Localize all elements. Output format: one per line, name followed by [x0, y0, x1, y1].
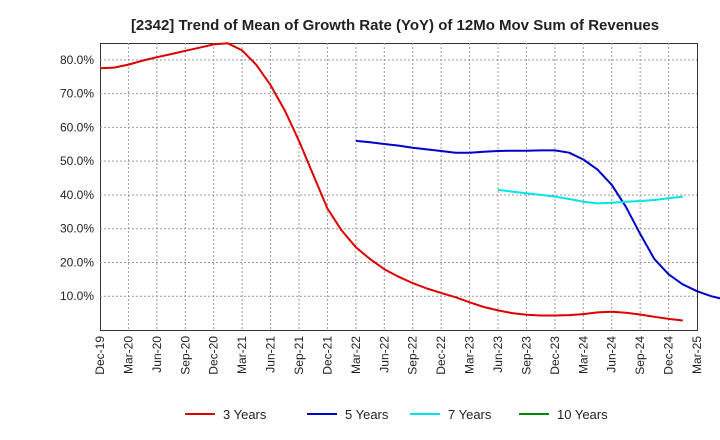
x-tick-label: Sep-20	[178, 336, 192, 375]
legend: 3 Years 5 Years 7 Years 10 Years	[185, 407, 608, 422]
x-tick-label: Dec-21	[320, 336, 334, 375]
x-tick-label: Mar-24	[576, 336, 590, 374]
y-tick-label: 60.0%	[60, 120, 94, 134]
legend-label: 5 Years	[345, 407, 389, 422]
y-axis-ticks: 10.0% 20.0% 30.0% 40.0% 50.0% 60.0% 70.0% 80.0%	[60, 53, 94, 303]
x-tick-label: Jun-24	[605, 336, 619, 373]
grid	[100, 43, 697, 330]
y-tick-label: 50.0%	[60, 154, 94, 168]
x-tick-label: Jun-21	[264, 336, 278, 373]
x-tick-label: Jun-22	[377, 336, 391, 373]
x-tick-label: Dec-19	[93, 336, 107, 375]
x-tick-label: Mar-21	[235, 336, 249, 374]
series-line-7-years	[497, 188, 683, 205]
y-tick-label: 20.0%	[60, 255, 94, 269]
x-tick-label: Sep-24	[633, 336, 647, 375]
series-line-5-years	[355, 139, 720, 300]
x-tick-label: Jun-20	[150, 336, 164, 373]
y-tick-label: 80.0%	[60, 53, 94, 67]
x-tick-label: Mar-23	[463, 336, 477, 374]
chart-title: [2342] Trend of Mean of Growth Rate (YoY…	[131, 17, 659, 34]
x-tick-label: Sep-21	[292, 336, 306, 375]
x-tick-label: Dec-24	[662, 336, 676, 375]
x-axis-ticks: Dec-19 Mar-20 Jun-20 Sep-20 Dec-20 Mar-21 Jun-…	[93, 336, 704, 375]
x-tick-label: Mar-20	[121, 336, 135, 374]
x-tick-label: Dec-20	[207, 336, 221, 375]
y-tick-label: 30.0%	[60, 222, 94, 236]
legend-label: 3 Years	[223, 407, 267, 422]
x-tick-label: Dec-23	[548, 336, 562, 375]
x-tick-label: Mar-22	[349, 336, 363, 374]
plot-area	[100, 43, 698, 331]
x-tick-label: Sep-22	[406, 336, 420, 375]
series-lines	[99, 42, 720, 322]
y-tick-label: 10.0%	[60, 289, 94, 303]
x-tick-label: Dec-22	[434, 336, 448, 375]
y-tick-label: 70.0%	[60, 87, 94, 101]
x-tick-label: Jun-23	[491, 336, 505, 373]
x-tick-label: Sep-23	[519, 336, 533, 375]
series-line-3-years	[99, 42, 683, 322]
legend-label: 10 Years	[557, 407, 608, 422]
legend-label: 7 Years	[448, 407, 492, 422]
x-tick-label: Mar-25	[690, 336, 704, 374]
y-tick-label: 40.0%	[60, 188, 94, 202]
